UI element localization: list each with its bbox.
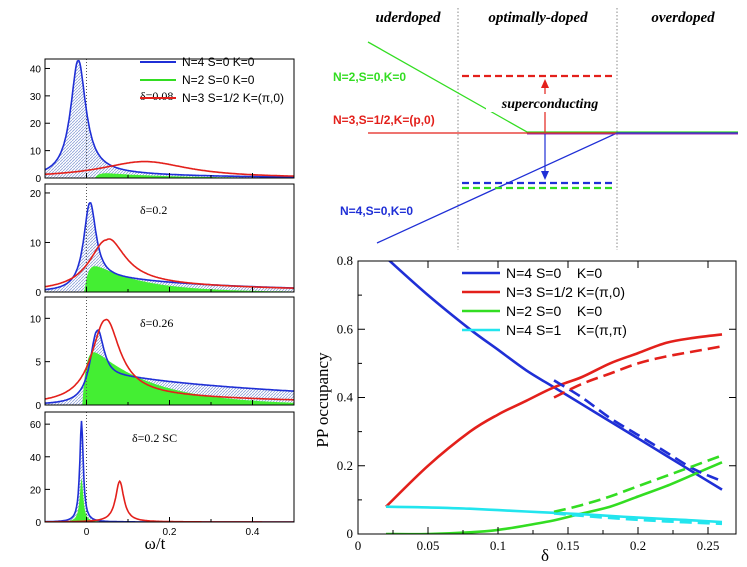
occ-series-5 xyxy=(553,345,723,399)
legend-label-n2: N=2 S=0 K=0 xyxy=(182,73,255,87)
occ-xtick-label-5: 0.25 xyxy=(697,538,720,553)
occ-ytick-label-0: 0 xyxy=(347,526,354,541)
n3-state-label: N=3,S=1/2,K=(p,0) xyxy=(333,113,435,127)
spectral-xtick-label-0: 0 xyxy=(84,527,90,538)
occ-plot-area xyxy=(385,261,723,534)
n2-state-label: N=2,S=0,K=0 xyxy=(333,70,406,84)
occ-xtick-label-1: 0.05 xyxy=(417,538,440,553)
sc-label-bg xyxy=(486,94,614,112)
occ-series-0 xyxy=(387,261,723,491)
occ-ytick-label-4: 0.8 xyxy=(337,253,353,268)
n4-hatched-area-0 xyxy=(45,60,294,178)
spectral-panel-1: 0 10 20 δ=0.2 xyxy=(30,183,295,299)
occ-series-6 xyxy=(553,454,723,514)
occ-legend-label-1: N=3 S=1/2 K=(π,0) xyxy=(506,284,625,300)
panel-plot-area-3 xyxy=(45,412,294,522)
panel-0-ytick-label-1: 10 xyxy=(30,147,42,158)
panel-plot-area-2 xyxy=(45,297,294,405)
panel-2-ytick-label-2: 10 xyxy=(30,314,42,325)
legend-label-n3: N=3 S=1/2 K=(π,0) xyxy=(182,91,284,105)
arrow-down-head xyxy=(541,171,549,180)
spectral-panel-0: 0 10 20 30 40 δ=0.08 xyxy=(30,58,295,185)
panel-0-ytick-label-4: 40 xyxy=(30,64,42,75)
occ-series-4 xyxy=(553,379,723,483)
occ-series-3 xyxy=(385,505,723,524)
panel-label-0: δ=0.08 xyxy=(140,89,173,103)
occ-legend-label-0: N=4 S=0 K=0 xyxy=(506,265,602,281)
spectral-function-panels: 0 10 20 30 40 δ=0.08 0 10 20 δ=0.2 0 5 10 δ=0.26 0 20 40… xyxy=(30,58,295,538)
panel-3-ytick-label-1: 20 xyxy=(30,485,42,496)
spectral-xtick-label-1: 0.2 xyxy=(163,527,177,538)
panel-0-ytick-label-0: 0 xyxy=(35,174,41,185)
occ-series-7 xyxy=(553,512,723,526)
occ-ytick-label-3: 0.6 xyxy=(337,321,354,336)
panel-label-2: δ=0.26 xyxy=(140,316,173,330)
region-overdoped: overdoped xyxy=(651,10,715,26)
panel-3-ytick-label-0: 0 xyxy=(35,518,41,529)
spectral-xtick-label-2: 0.4 xyxy=(246,527,260,538)
phase-diagram: uderdoped optimally-doped overdoped supe… xyxy=(333,8,738,250)
panel-3-ytick-label-2: 40 xyxy=(30,453,42,464)
arrow-up-head xyxy=(541,79,549,88)
n2-filled-area-2 xyxy=(45,352,294,405)
legend-label-n4: N=4 S=0 K=0 xyxy=(182,55,255,69)
n4-curve-2 xyxy=(45,329,294,404)
panel-1-ytick-label-0: 0 xyxy=(35,288,41,299)
spectral-x-axis-label: ω/t xyxy=(145,534,166,553)
n4-state-label: N=4,S=0,K=0 xyxy=(340,204,413,218)
region-optimally-doped: optimally-doped xyxy=(488,10,588,26)
panel-plot-area-1 xyxy=(45,184,294,292)
panel-label-1: δ=0.2 xyxy=(140,203,167,217)
panel-0-ytick-label-3: 30 xyxy=(30,92,42,103)
panel-2-ytick-label-0: 0 xyxy=(35,401,41,412)
n3-curve-2 xyxy=(45,318,294,401)
n4-level-line xyxy=(376,132,738,244)
n4-hatched-area-1 xyxy=(45,202,294,292)
pp-occupancy-chart: 0 0.05 0.1 0.15 0.2 0.25 0 0.2 0.4 0.6 0.8 xyxy=(337,253,737,553)
spectral-panel-3: 0 20 40 60 δ=0.2 SC xyxy=(30,411,295,529)
occ-frame xyxy=(357,260,737,535)
n2-filled-area-0 xyxy=(45,173,294,178)
superconducting-label: superconducting xyxy=(501,97,598,112)
occ-series-1 xyxy=(385,333,723,508)
spectral-legend: N=4 S=0 K=0 N=2 S=0 K=0 N=3 S=1/2 K=(π,0… xyxy=(140,55,284,105)
occupancy-x-axis-label: δ xyxy=(541,546,549,565)
occ-series-2 xyxy=(386,461,723,534)
panel-plot-area-0 xyxy=(45,59,294,178)
panel-0-ytick-label-2: 20 xyxy=(30,119,42,130)
occupancy-y-axis-label: PP occupancy xyxy=(313,352,332,448)
occ-xtick-label-3: 0.15 xyxy=(557,538,580,553)
occ-legend-label-2: N=2 S=0 K=0 xyxy=(506,303,602,319)
region-underdoped: uderdoped xyxy=(376,10,441,26)
panel-1-ytick-label-1: 10 xyxy=(30,238,42,249)
occ-xtick-label-2: 0.1 xyxy=(490,538,506,553)
panel-label-3: δ=0.2 SC xyxy=(132,431,177,445)
panel-2-ytick-label-1: 5 xyxy=(35,358,41,369)
occ-legend-label-3: N=4 S=1 K=(π,π) xyxy=(506,322,627,338)
occ-xtick-label-4: 0.2 xyxy=(630,538,646,553)
panel-1-ytick-label-2: 20 xyxy=(30,189,42,200)
n3-curve-1 xyxy=(45,238,294,290)
occ-ytick-label-2: 0.4 xyxy=(337,390,354,405)
n2-level-line xyxy=(367,41,738,133)
occ-ytick-label-1: 0.2 xyxy=(337,458,353,473)
spectral-panel-2: 0 5 10 δ=0.26 xyxy=(30,296,295,412)
n2-filled-area-1 xyxy=(45,266,294,292)
occupancy-legend: N=4 S=0 K=0 N=3 S=1/2 K=(π,0) N=2 S=0 K=… xyxy=(462,265,627,338)
panel-3-ytick-label-3: 60 xyxy=(30,420,42,431)
occ-xtick-label-0: 0 xyxy=(355,538,362,553)
